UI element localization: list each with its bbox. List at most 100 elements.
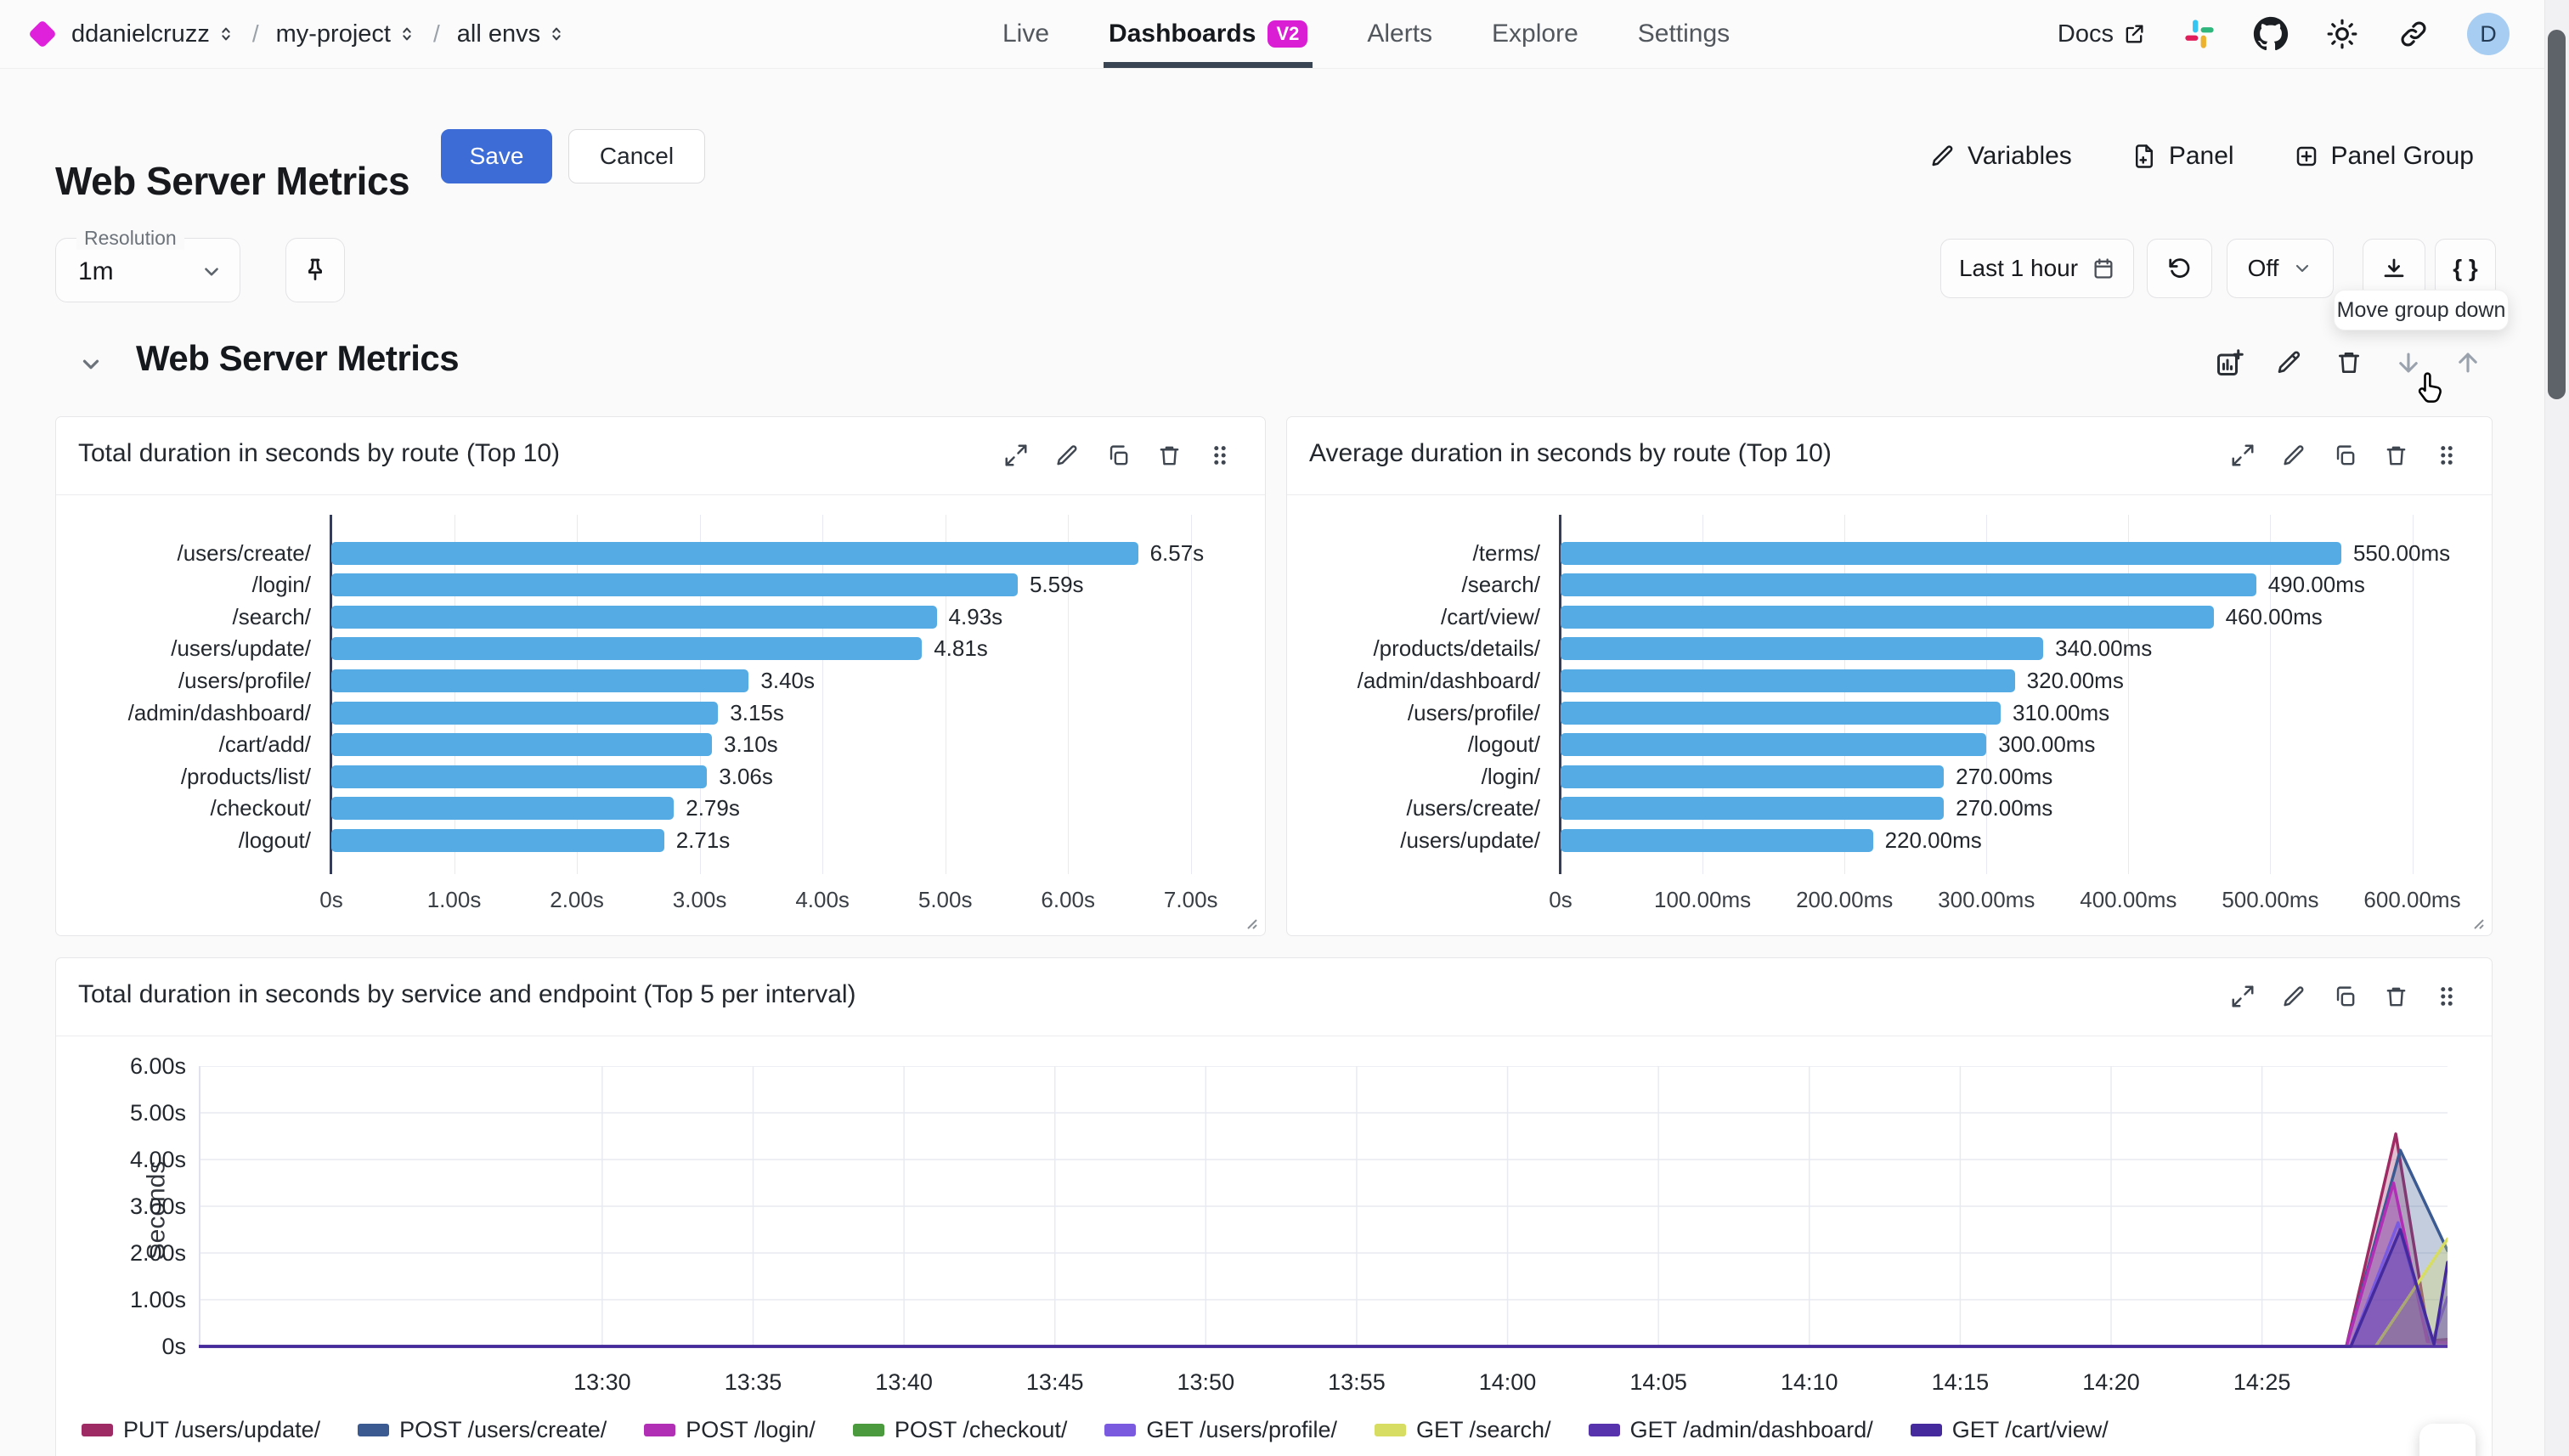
share-link-icon[interactable]	[2396, 16, 2431, 52]
bar-row[interactable]: /users/create/6.57s	[177, 540, 1241, 566]
auto-refresh-select[interactable]: Off	[2227, 239, 2334, 298]
delete-panel-button[interactable]	[1155, 441, 1183, 470]
drag-handle-icon[interactable]	[2432, 982, 2461, 1011]
divider	[56, 494, 1265, 495]
bar[interactable]	[331, 637, 923, 661]
bar-row[interactable]: /cart/add/3.10s	[219, 731, 1241, 757]
add-panel-group-button[interactable]: Panel Group	[2294, 142, 2474, 171]
bar-row[interactable]: /users/update/220.00ms	[1400, 827, 2466, 853]
time-range-button[interactable]: Last 1 hour	[1940, 239, 2134, 298]
clone-panel-button[interactable]	[2330, 982, 2359, 1011]
delete-group-button[interactable]	[2331, 345, 2367, 381]
legend-item[interactable]: GET /admin/dashboard/	[1588, 1417, 1873, 1443]
bar-row[interactable]: /search/490.00ms	[1462, 572, 2466, 597]
slack-icon[interactable]	[2182, 16, 2217, 52]
bar-row[interactable]: /logout/300.00ms	[1468, 731, 2466, 757]
resolution-select[interactable]: Resolution 1m	[55, 227, 240, 302]
bar[interactable]	[331, 797, 675, 821]
breadcrumb-env[interactable]: all envs	[457, 20, 566, 48]
breadcrumb-project[interactable]: my-project	[276, 20, 416, 48]
page-scrollbar[interactable]	[2544, 0, 2569, 1456]
resize-handle-icon[interactable]	[1243, 915, 1258, 930]
bar[interactable]	[331, 828, 664, 852]
bar[interactable]	[1561, 637, 2044, 661]
bar-row[interactable]: /search/4.93s	[233, 604, 1241, 629]
drag-handle-icon[interactable]	[1205, 441, 1234, 470]
bar-row[interactable]: /users/profile/3.40s	[178, 668, 1241, 693]
add-panel-button[interactable]: Panel	[2131, 142, 2234, 171]
delete-panel-button[interactable]	[2381, 982, 2410, 1011]
cancel-button[interactable]: Cancel	[568, 129, 705, 183]
bar[interactable]	[331, 701, 719, 725]
docs-link[interactable]: Docs	[2058, 20, 2146, 48]
add-panel-to-group-button[interactable]	[2212, 345, 2248, 381]
bar[interactable]	[1561, 828, 1873, 852]
edit-group-button[interactable]	[2272, 345, 2307, 381]
bar[interactable]	[1561, 765, 1945, 788]
save-button[interactable]: Save	[441, 129, 552, 183]
bar-row[interactable]: /users/profile/310.00ms	[1408, 700, 2466, 725]
bar-row[interactable]: /products/details/340.00ms	[1373, 635, 2466, 661]
bar-row[interactable]: /login/5.59s	[252, 572, 1241, 597]
timeseries-chart[interactable]	[199, 1066, 2448, 1348]
breadcrumb-org[interactable]: ddanielcruzz	[71, 20, 235, 48]
bar[interactable]	[1561, 733, 1987, 757]
legend-item[interactable]: POST /checkout/	[852, 1417, 1067, 1443]
resize-handle-icon[interactable]	[2470, 915, 2485, 930]
expand-panel-button[interactable]	[1002, 441, 1030, 470]
clone-panel-button[interactable]	[2330, 441, 2359, 470]
bar[interactable]	[331, 541, 1138, 565]
bar[interactable]	[1561, 669, 2015, 692]
variables-button[interactable]: Variables	[1930, 142, 2072, 171]
bar[interactable]	[1561, 573, 2256, 597]
move-group-down-button[interactable]	[2391, 345, 2426, 381]
refresh-button[interactable]	[2147, 239, 2212, 298]
bar[interactable]	[331, 733, 713, 757]
tab-dashboards[interactable]: Dashboards V2	[1104, 0, 1313, 68]
legend-item[interactable]: PUT /users/update/	[82, 1417, 320, 1443]
drag-handle-icon[interactable]	[2432, 441, 2461, 470]
move-group-up-button[interactable]	[2450, 345, 2486, 381]
theme-sun-icon[interactable]	[2324, 16, 2360, 52]
github-icon[interactable]	[2253, 16, 2289, 52]
bar-row[interactable]: /admin/dashboard/320.00ms	[1358, 668, 2466, 693]
bar[interactable]	[1561, 605, 2214, 629]
legend-item[interactable]: POST /users/create/	[358, 1417, 607, 1443]
legend-item[interactable]: GET /users/profile/	[1104, 1417, 1337, 1443]
bar-row[interactable]: /users/update/4.81s	[171, 635, 1241, 661]
user-avatar[interactable]: D	[2467, 13, 2510, 55]
expand-panel-button[interactable]	[2228, 441, 2257, 470]
tab-explore[interactable]: Explore	[1492, 0, 1578, 68]
bar[interactable]	[331, 765, 708, 788]
floating-widget[interactable]	[2419, 1424, 2476, 1456]
bar-row[interactable]: /logout/2.71s	[239, 827, 1241, 853]
bar-row[interactable]: /checkout/2.79s	[210, 795, 1241, 821]
legend-item[interactable]: GET /cart/view/	[1910, 1417, 2109, 1443]
bar[interactable]	[1561, 797, 1945, 821]
tab-live[interactable]: Live	[1002, 0, 1049, 68]
bar[interactable]	[331, 573, 1018, 597]
delete-panel-button[interactable]	[2381, 441, 2410, 470]
bar[interactable]	[331, 605, 937, 629]
legend-item[interactable]: GET /search/	[1375, 1417, 1551, 1443]
bar[interactable]	[1561, 541, 2341, 565]
edit-panel-button[interactable]	[1053, 441, 1081, 470]
expand-panel-button[interactable]	[2228, 982, 2257, 1011]
edit-panel-button[interactable]	[2279, 441, 2308, 470]
bar-row[interactable]: /login/270.00ms	[1482, 764, 2466, 789]
bar[interactable]	[331, 669, 749, 692]
bar-row[interactable]: /cart/view/460.00ms	[1441, 604, 2466, 629]
tab-alerts[interactable]: Alerts	[1367, 0, 1432, 68]
bar-row[interactable]: /users/create/270.00ms	[1406, 795, 2466, 821]
bar-row[interactable]: /products/list/3.06s	[181, 764, 1241, 789]
edit-panel-button[interactable]	[2279, 982, 2308, 1011]
bar-row[interactable]: /terms/550.00ms	[1473, 540, 2466, 566]
pin-button[interactable]	[285, 238, 345, 302]
bar[interactable]	[1561, 701, 2001, 725]
legend-item[interactable]: POST /login/	[644, 1417, 816, 1443]
bar-row[interactable]: /admin/dashboard/3.15s	[128, 700, 1241, 725]
tab-settings[interactable]: Settings	[1638, 0, 1730, 68]
scrollbar-thumb[interactable]	[2548, 30, 2566, 399]
clone-panel-button[interactable]	[1104, 441, 1132, 470]
collapse-chevron-icon[interactable]	[78, 352, 104, 377]
